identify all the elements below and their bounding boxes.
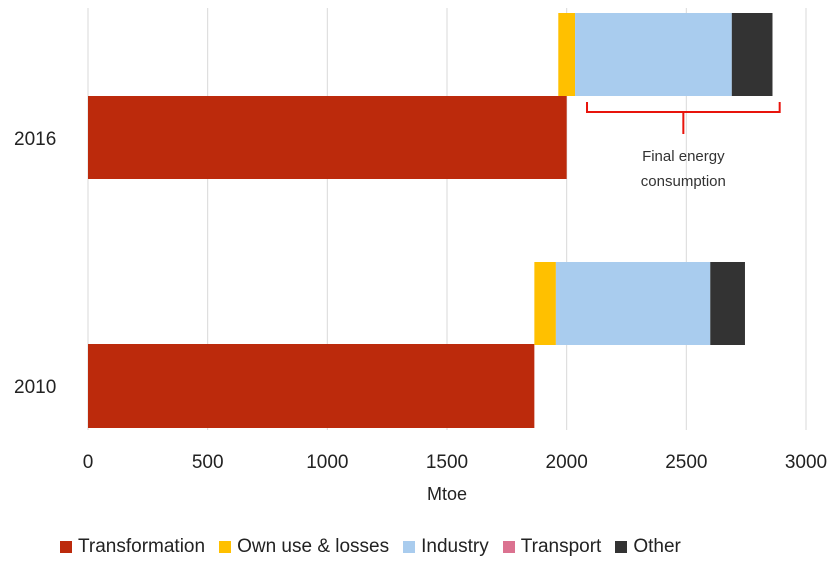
x-tick-label: 3000 [785, 452, 827, 473]
x-axis-ticks: 0 500 1000 1500 2000 2500 3000 [83, 452, 827, 473]
category-label: 2010 [14, 377, 56, 398]
legend-item: Industry [403, 536, 489, 558]
legend-item: Own use & losses [219, 536, 389, 558]
legend-item: Transport [502, 536, 602, 558]
legend-label: Industry [421, 536, 489, 557]
category-label: 2016 [14, 129, 56, 150]
bar-transformation-2010 [88, 344, 535, 428]
x-tick-label: 2000 [546, 452, 588, 473]
x-tick-label: 2500 [665, 452, 707, 473]
x-tick-label: 500 [192, 452, 224, 473]
legend-swatch [403, 541, 416, 553]
x-tick-label: 1500 [426, 452, 468, 473]
legend-item: Transformation [60, 536, 205, 558]
legend-label: Transformation [78, 536, 206, 557]
legend-swatch [615, 541, 628, 553]
y-axis-categories: 2016 2010 [14, 129, 56, 398]
annotation-text: Final energy [642, 148, 725, 165]
final-energy-annotation: Final energy consumption [586, 102, 781, 190]
bar-own-use-losses-2010 [534, 262, 556, 345]
bar-industry-2016 [575, 13, 732, 96]
annotation-bracket [586, 102, 781, 134]
legend-swatch [60, 541, 72, 553]
bar-industry-2010 [555, 262, 711, 345]
x-tick-label: 0 [83, 452, 94, 473]
bar-other-2010 [710, 262, 745, 345]
x-tick-label: 1000 [306, 452, 348, 473]
legend-label: Own use & losses [237, 536, 390, 557]
bar-own-use-losses-2016 [558, 13, 576, 96]
annotation-text: consumption [641, 173, 726, 190]
bars [88, 13, 773, 428]
bar-other-2016 [731, 13, 773, 96]
legend-label: Other [633, 536, 681, 557]
x-axis-title: Mtoe [427, 484, 467, 504]
legend-label: Transport [520, 536, 602, 557]
legend-swatch [219, 541, 232, 553]
legend: Transformation Own use & losses Industry Tr… [60, 536, 681, 558]
legend-item: Other [615, 536, 681, 558]
legend-swatch [502, 541, 515, 553]
bar-transformation-2016 [88, 96, 567, 179]
